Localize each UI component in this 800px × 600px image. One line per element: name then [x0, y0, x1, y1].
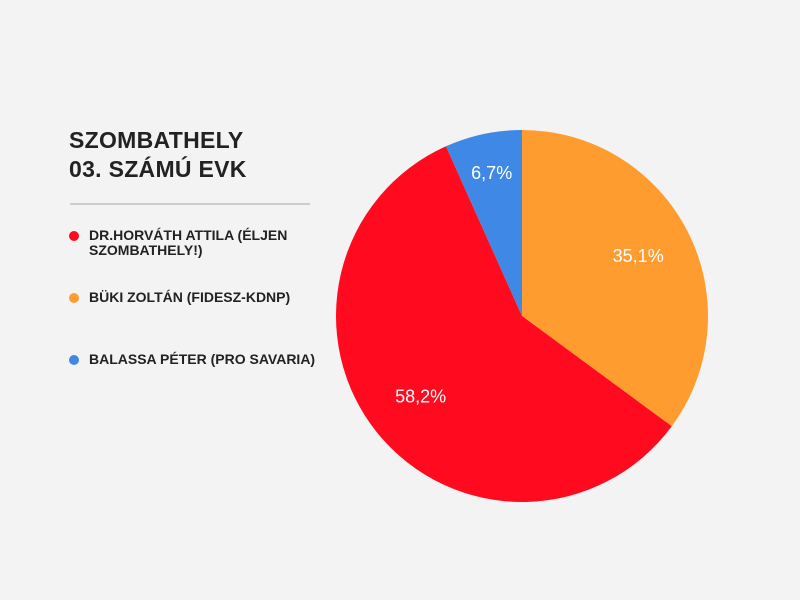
legend-label: BÜKI ZOLTÁN (FIDESZ-KDNP)	[89, 289, 291, 305]
title-divider	[70, 203, 310, 205]
slice-data-label: 58,2%	[395, 386, 446, 406]
legend: DR.HORVÁTH ATTILA (ÉLJEN SZOMBATHELY!) B…	[69, 228, 329, 414]
legend-item: DR.HORVÁTH ATTILA (ÉLJEN SZOMBATHELY!)	[69, 228, 329, 290]
chart-title-line-2: 03. SZÁMÚ EVK	[69, 156, 247, 182]
legend-dot-icon	[69, 231, 79, 241]
pie-slice	[336, 146, 672, 502]
chart-title: SZOMBATHELY 03. SZÁMÚ EVK	[69, 126, 247, 184]
pie-slice	[445, 130, 522, 316]
legend-label: DR.HORVÁTH ATTILA (ÉLJEN SZOMBATHELY!)	[89, 227, 288, 258]
legend-item: BÜKI ZOLTÁN (FIDESZ-KDNP)	[69, 290, 329, 352]
legend-dot-icon	[69, 355, 79, 365]
slice-data-label: 6,7%	[471, 163, 512, 183]
chart-title-line-1: SZOMBATHELY	[69, 127, 244, 153]
pie-slice	[522, 130, 708, 427]
slice-data-label: 35,1%	[613, 246, 664, 266]
legend-dot-icon	[69, 293, 79, 303]
legend-item: BALASSA PÉTER (PRO SAVARIA)	[69, 352, 329, 414]
legend-label: BALASSA PÉTER (PRO SAVARIA)	[89, 351, 316, 367]
